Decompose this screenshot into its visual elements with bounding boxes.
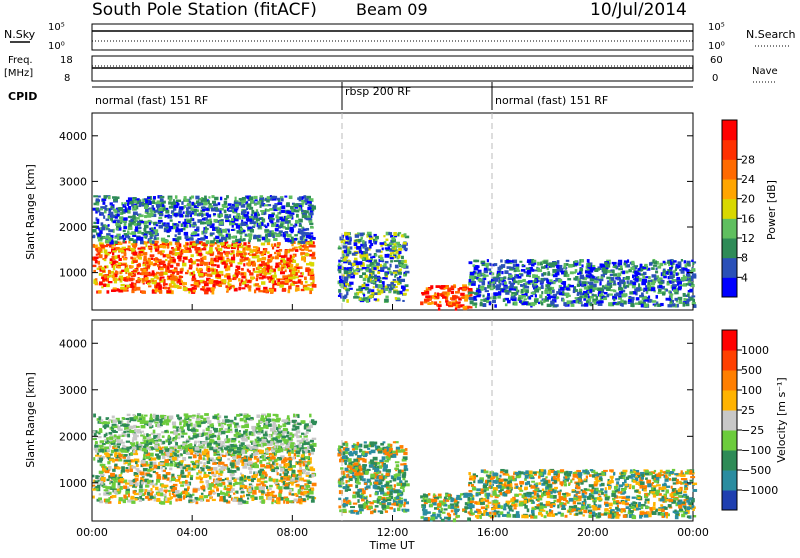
velocity-ylabel: Slant Range [km] bbox=[24, 372, 37, 468]
velocity-colorbar: 1000 500 100 25 −25 −100 −500 −1000 Velocity [m… bbox=[722, 330, 788, 511]
xtick-3: 12:00 bbox=[377, 526, 409, 539]
power-colorbar-swatch-6 bbox=[722, 159, 737, 179]
velocity-ytick-1: 2000 bbox=[59, 430, 87, 443]
cpid-segment-3: normal (fast) 151 RF bbox=[495, 94, 608, 107]
xtick-0: 00:00 bbox=[76, 526, 108, 539]
cpid-label: CPID bbox=[8, 90, 37, 103]
power-region-0 bbox=[92, 241, 316, 295]
velocity-colorbar-tick-3: 25 bbox=[741, 404, 755, 417]
date-label: 10/Jul/2014 bbox=[590, 0, 687, 20]
xtick-2: 08:00 bbox=[276, 526, 308, 539]
power-colorbar-swatch-5 bbox=[722, 179, 737, 199]
velocity-colorbar-swatch-3 bbox=[722, 430, 737, 451]
velocity-colorbar-tick-7: −1000 bbox=[741, 484, 778, 497]
power-colorbar-swatch-2 bbox=[722, 238, 737, 258]
velocity-ytick-2: 3000 bbox=[59, 384, 87, 397]
xtick-1: 04:00 bbox=[176, 526, 208, 539]
power-ytick-2: 3000 bbox=[59, 175, 87, 188]
power-region-2 bbox=[337, 232, 409, 303]
power-ytick-1: 2000 bbox=[59, 221, 87, 234]
velocity-colorbar-tick-6: −500 bbox=[741, 464, 771, 477]
velocity-colorbar-swatch-5 bbox=[722, 390, 737, 411]
velocity-region-2 bbox=[337, 441, 409, 515]
xtick-4: 16:00 bbox=[477, 526, 509, 539]
nsearch-tick-bottom: 10⁰ bbox=[708, 41, 725, 52]
nave-label: Nave bbox=[752, 66, 778, 77]
velocity-colorbar-tick-4: −25 bbox=[741, 424, 764, 437]
power-region-3 bbox=[420, 284, 473, 311]
power-colorbar-tick-3: 16 bbox=[741, 212, 755, 225]
power-region-4 bbox=[468, 259, 697, 308]
power-colorbar-tick-4: 20 bbox=[741, 193, 755, 206]
nsky-tick-top: 10⁵ bbox=[48, 22, 65, 33]
power-ylabel: Slant Range [km] bbox=[24, 164, 37, 260]
power-colorbar-tick-5: 24 bbox=[741, 173, 755, 186]
velocity-colorbar-label: Velocity [m s⁻¹] bbox=[775, 377, 788, 462]
power-colorbar-swatch-3 bbox=[722, 218, 737, 238]
freq-label-2: [MHz] bbox=[4, 68, 33, 79]
velocity-ytick-3: 4000 bbox=[59, 337, 87, 350]
power-colorbar: 4 8 12 16 20 24 28 Power [dB] bbox=[722, 120, 778, 298]
freq-panel: Freq. [MHz] 18 8 Nave 60 0 bbox=[4, 55, 778, 84]
power-yticks: 1000 2000 3000 4000 bbox=[59, 130, 693, 280]
velocity-colorbar-tick-1: 500 bbox=[741, 364, 762, 377]
power-region-1 bbox=[92, 195, 316, 244]
xlabel: Time UT bbox=[368, 539, 414, 552]
power-colorbar-tick-0: 4 bbox=[741, 271, 748, 284]
nsky-label: N.Sky bbox=[4, 28, 36, 41]
nave-tick-bottom: 0 bbox=[712, 73, 718, 84]
nsky-panel: N.Sky 10⁵ 10⁰ N.Search 10⁵ 10⁰ bbox=[4, 22, 796, 52]
velocity-colorbar-swatch-6 bbox=[722, 370, 737, 391]
power-colorbar-swatch-1 bbox=[722, 258, 737, 278]
power-colorbar-swatch-8 bbox=[722, 120, 737, 140]
cpid-segment-2: rbsp 200 RF bbox=[345, 85, 411, 98]
cpid-band: CPID normal (fast) 151 RF rbsp 200 RF no… bbox=[8, 82, 693, 110]
velocity-region-1 bbox=[93, 413, 317, 454]
velocity-colorbar-swatch-1 bbox=[722, 470, 737, 491]
nsearch-tick-top: 10⁵ bbox=[708, 22, 725, 33]
velocity-colorbar-tick-2: 100 bbox=[741, 384, 762, 397]
power-colorbar-label: Power [dB] bbox=[765, 180, 778, 240]
station-title: South Pole Station (fitACF) bbox=[92, 0, 317, 20]
power-panel: Slant Range [km] 1000 2000 3000 4000 bbox=[24, 113, 696, 311]
power-ytick-0: 1000 bbox=[59, 267, 87, 280]
xtick-5: 20:00 bbox=[577, 526, 609, 539]
nave-tick-top: 60 bbox=[710, 55, 723, 66]
freq-label-1: Freq. bbox=[8, 55, 33, 66]
power-colorbar-swatch-0 bbox=[722, 277, 737, 297]
velocity-region-0 bbox=[92, 446, 316, 505]
freq-tick-bottom: 8 bbox=[64, 73, 70, 84]
nsky-tick-bottom: 10⁰ bbox=[48, 41, 65, 52]
power-ytick-3: 4000 bbox=[59, 130, 87, 143]
freq-tick-top: 18 bbox=[60, 55, 73, 66]
velocity-colorbar-tick-5: −100 bbox=[741, 444, 771, 457]
velocity-colorbar-tick-0: 1000 bbox=[741, 344, 769, 357]
velocity-region-4 bbox=[468, 469, 697, 519]
velocity-region-3 bbox=[420, 493, 474, 523]
velocity-colorbar-swatch-7 bbox=[722, 350, 737, 371]
xtick-6: 00:00 bbox=[677, 526, 709, 539]
beam-label: Beam 09 bbox=[356, 0, 428, 19]
velocity-colorbar-swatch-2 bbox=[722, 450, 737, 471]
velocity-colorbar-swatch-8 bbox=[722, 330, 737, 351]
power-colorbar-swatch-4 bbox=[722, 199, 737, 219]
power-colorbar-tick-1: 8 bbox=[741, 252, 748, 265]
velocity-ytick-0: 1000 bbox=[59, 477, 87, 490]
velocity-colorbar-swatch-0 bbox=[722, 490, 737, 511]
velocity-colorbar-swatch-4 bbox=[722, 410, 737, 431]
nsearch-label: N.Search bbox=[746, 28, 796, 41]
power-colorbar-swatch-7 bbox=[722, 140, 737, 160]
power-colorbar-tick-2: 12 bbox=[741, 232, 755, 245]
cpid-segment-1: normal (fast) 151 RF bbox=[95, 94, 208, 107]
velocity-panel: Slant Range [km] 1000 2000 3000 4000 00:00 0… bbox=[24, 304, 709, 552]
power-colorbar-tick-6: 28 bbox=[741, 153, 755, 166]
